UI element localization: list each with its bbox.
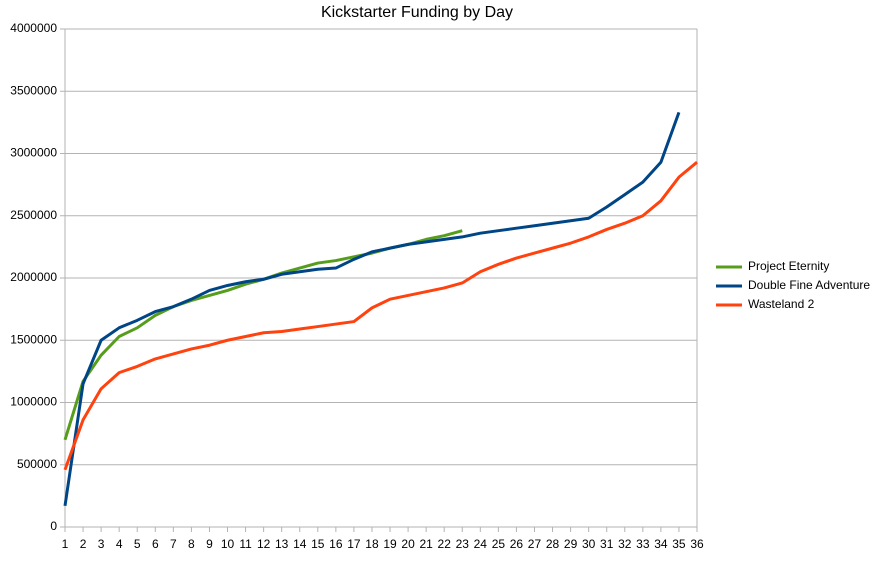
x-tick-label: 1 <box>62 537 69 551</box>
x-tick-label: 27 <box>528 537 542 551</box>
y-tick-label: 3500000 <box>10 83 57 97</box>
y-tick-label: 500000 <box>17 457 57 471</box>
y-tick-label: 2500000 <box>10 208 57 222</box>
x-tick-label: 34 <box>654 537 668 551</box>
x-tick-label: 18 <box>365 537 379 551</box>
y-tick-label: 1500000 <box>10 332 57 346</box>
series-line <box>63 111 681 507</box>
x-tick-label: 4 <box>116 537 123 551</box>
x-tick-label: 26 <box>510 537 524 551</box>
x-tick-label: 8 <box>188 537 195 551</box>
y-tick-label: 0 <box>50 519 57 533</box>
x-tick-label: 29 <box>564 537 578 551</box>
x-tick-label: 33 <box>636 537 650 551</box>
y-tick-label: 3000000 <box>10 146 57 160</box>
x-tick-label: 15 <box>311 537 325 551</box>
x-tick-label: 7 <box>170 537 177 551</box>
x-tick-label: 28 <box>546 537 560 551</box>
x-tick-label: 25 <box>492 537 506 551</box>
series-line <box>63 229 463 441</box>
x-tick-label: 30 <box>582 537 596 551</box>
x-tick-label: 35 <box>672 537 686 551</box>
x-tick-label: 16 <box>329 537 343 551</box>
x-tick-label: 24 <box>474 537 488 551</box>
x-tick-label: 23 <box>456 537 470 551</box>
y-tick-label: 2000000 <box>10 270 57 284</box>
x-tick-label: 19 <box>383 537 397 551</box>
x-tick-label: 14 <box>293 537 307 551</box>
legend-label: Wasteland 2 <box>748 297 815 311</box>
x-tick-label: 12 <box>257 537 271 551</box>
x-tick-label: 13 <box>275 537 289 551</box>
legend-label: Project Eternity <box>748 259 829 273</box>
x-tick-label: 10 <box>221 537 235 551</box>
x-tick-label: 22 <box>438 537 452 551</box>
x-tick-label: 21 <box>419 537 433 551</box>
x-tick-label: 5 <box>134 537 141 551</box>
x-tick-label: 6 <box>152 537 159 551</box>
x-tick-label: 3 <box>98 537 105 551</box>
y-tick-label: 1000000 <box>10 395 57 409</box>
x-tick-label: 36 <box>690 537 704 551</box>
x-tick-label: 17 <box>347 537 361 551</box>
x-tick-label: 9 <box>206 537 213 551</box>
x-tick-label: 2 <box>80 537 87 551</box>
legend-label: Double Fine Adventure <box>748 278 870 292</box>
y-tick-label: 4000000 <box>10 21 57 35</box>
x-tick-label: 31 <box>600 537 614 551</box>
x-tick-label: 11 <box>239 537 252 551</box>
chart-title: Kickstarter Funding by Day <box>321 4 513 21</box>
x-tick-label: 20 <box>401 537 415 551</box>
series-line <box>63 161 698 471</box>
x-tick-label: 32 <box>618 537 632 551</box>
